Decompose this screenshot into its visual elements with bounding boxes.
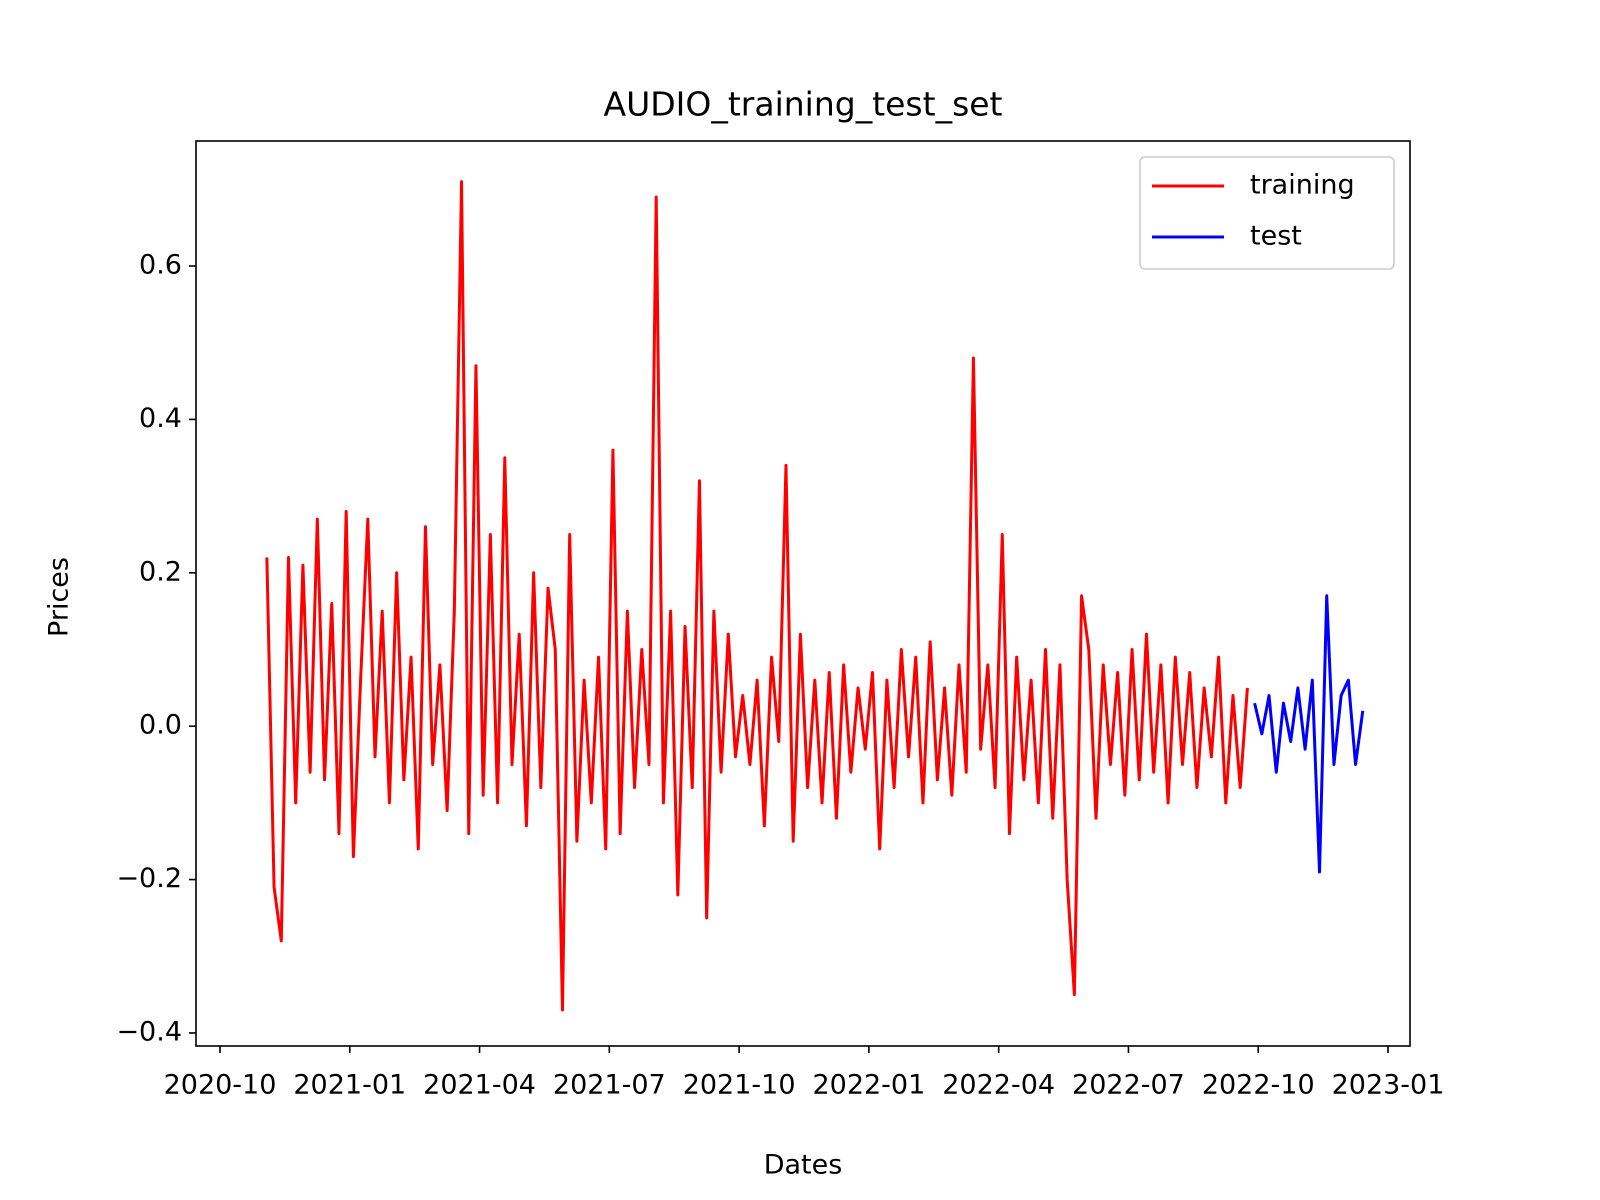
y-tick-label: −0.4 bbox=[116, 1016, 182, 1047]
x-tick-label: 2021-04 bbox=[423, 1070, 536, 1101]
x-tick-label: 2022-10 bbox=[1202, 1070, 1315, 1101]
x-tick-label: 2022-04 bbox=[942, 1070, 1055, 1101]
y-tick-label: 0.4 bbox=[139, 403, 182, 434]
y-tick-label: 0.0 bbox=[139, 710, 182, 741]
x-tick-label: 2022-07 bbox=[1072, 1070, 1185, 1101]
plot-frame bbox=[195, 140, 1411, 1047]
x-tick-label: 2020-10 bbox=[164, 1070, 277, 1101]
x-tick-label: 2021-01 bbox=[293, 1070, 406, 1101]
y-tick-label: 0.2 bbox=[139, 556, 182, 587]
x-axis-label: Dates bbox=[764, 1150, 843, 1181]
y-axis-label: Prices bbox=[44, 557, 75, 637]
x-tick-label: 2022-01 bbox=[812, 1070, 925, 1101]
y-tick-label: 0.6 bbox=[139, 250, 182, 281]
x-tick-label: 2023-01 bbox=[1332, 1070, 1445, 1101]
legend-label: test bbox=[1250, 221, 1302, 252]
series-line bbox=[265, 180, 1249, 1012]
chart-title: AUDIO_training_test_set bbox=[604, 85, 1003, 124]
x-tick-label: 2021-10 bbox=[683, 1070, 796, 1101]
x-tick-label: 2021-07 bbox=[553, 1070, 666, 1101]
legend-label: training bbox=[1250, 170, 1355, 201]
series-line bbox=[1253, 594, 1365, 874]
y-tick-label: −0.2 bbox=[116, 863, 182, 894]
